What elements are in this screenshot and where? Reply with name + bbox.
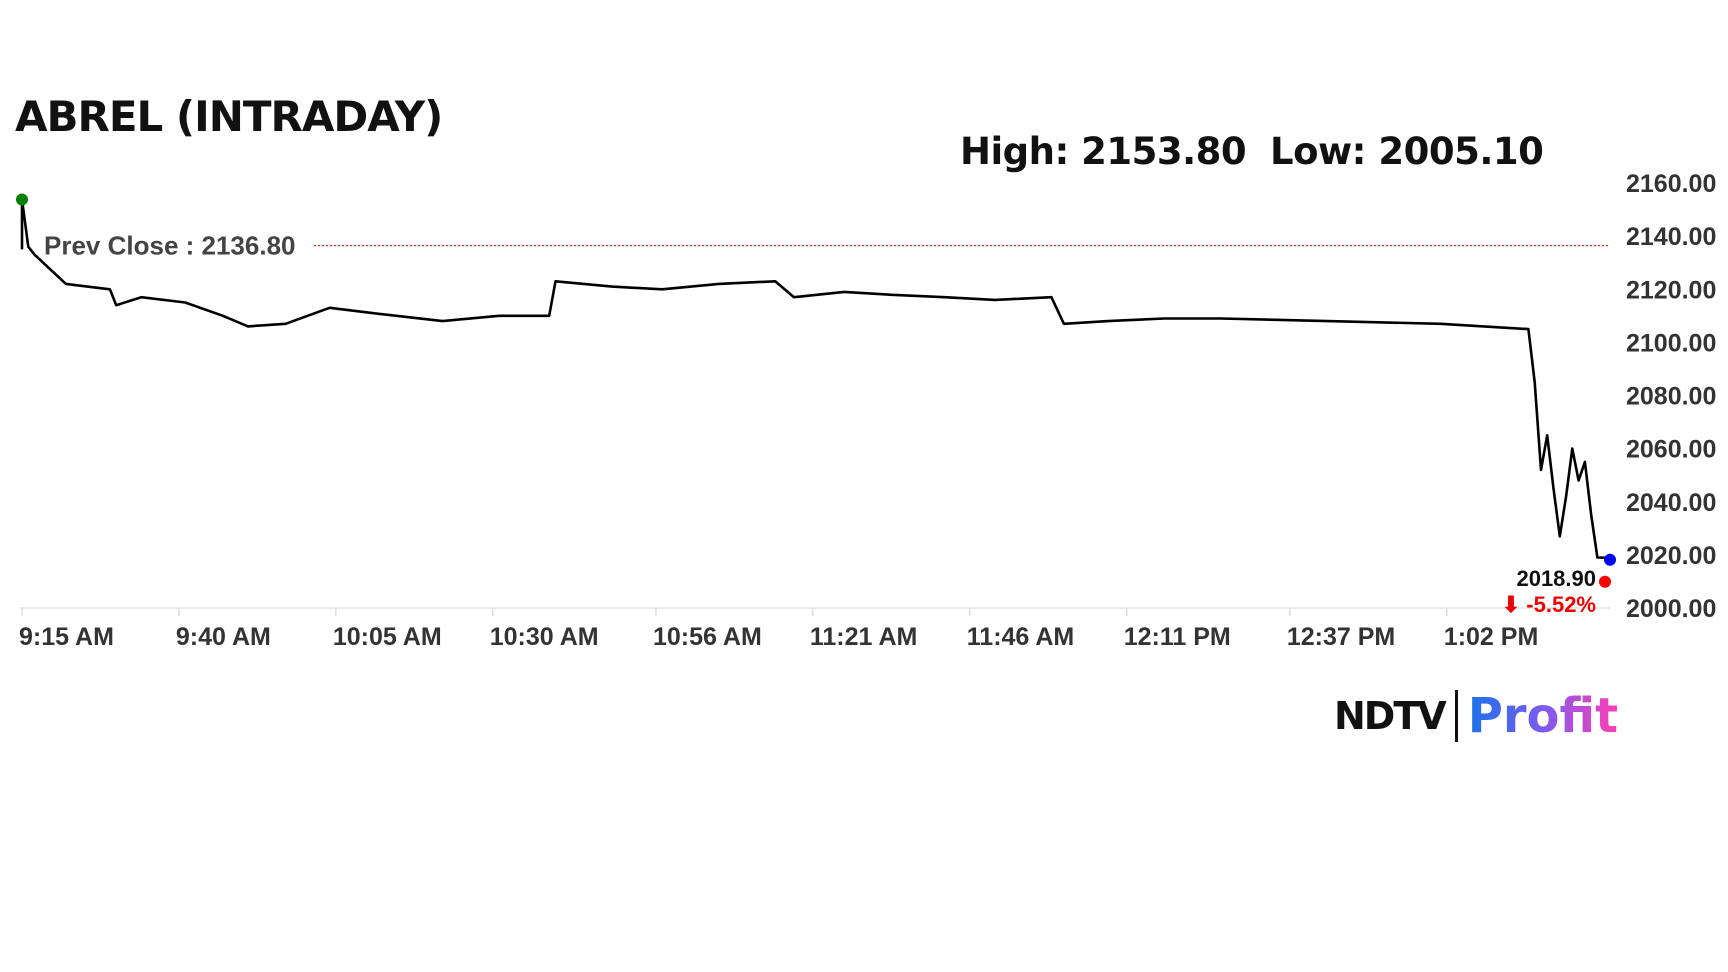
y-tick-label: 2040.00	[1626, 489, 1716, 517]
last-marker	[1604, 553, 1616, 566]
open-marker	[16, 193, 28, 206]
y-tick-label: 2020.00	[1626, 542, 1716, 570]
logo-profit: Profit	[1467, 688, 1619, 744]
high-label: High: 2153.80	[960, 130, 1247, 173]
chart-title: ABREL (INTRADAY)	[15, 92, 443, 141]
change-percent-label: ⬇ -5.52%	[1502, 592, 1596, 617]
x-tick-label: 11:21 AM	[810, 623, 917, 651]
x-tick-label: 10:30 AM	[490, 623, 599, 651]
ndtv-profit-logo: NDTV Profit	[1334, 688, 1618, 744]
logo-divider	[1454, 690, 1458, 742]
x-tick-label: 9:15 AM	[19, 623, 114, 651]
y-tick-label: 2140.00	[1626, 223, 1716, 251]
x-tick-label: 12:37 PM	[1287, 623, 1395, 651]
x-tick-label: 11:46 AM	[967, 623, 1074, 651]
prev-close-label: Prev Close : 2136.80	[44, 231, 296, 261]
y-tick-label: 2100.00	[1626, 329, 1716, 357]
x-tick-label: 10:05 AM	[333, 623, 442, 651]
x-tick-label: 10:56 AM	[653, 623, 762, 651]
y-tick-label: 2080.00	[1626, 383, 1716, 411]
last-price-dot	[1599, 575, 1611, 588]
x-tick-label: 9:40 AM	[176, 623, 271, 651]
x-tick-label: 12:11 PM	[1124, 623, 1231, 651]
price-line	[20, 198, 1611, 560]
last-price-label: 2018.90	[1516, 566, 1596, 591]
x-tick-label: 1:02 PM	[1444, 623, 1538, 651]
y-tick-label: 2000.00	[1626, 595, 1716, 623]
y-tick-label: 2160.00	[1626, 170, 1716, 198]
y-tick-label: 2060.00	[1626, 436, 1716, 464]
low-label: Low: 2005.10	[1270, 130, 1544, 173]
y-tick-label: 2120.00	[1626, 276, 1716, 304]
logo-ndtv: NDTV	[1334, 694, 1447, 738]
